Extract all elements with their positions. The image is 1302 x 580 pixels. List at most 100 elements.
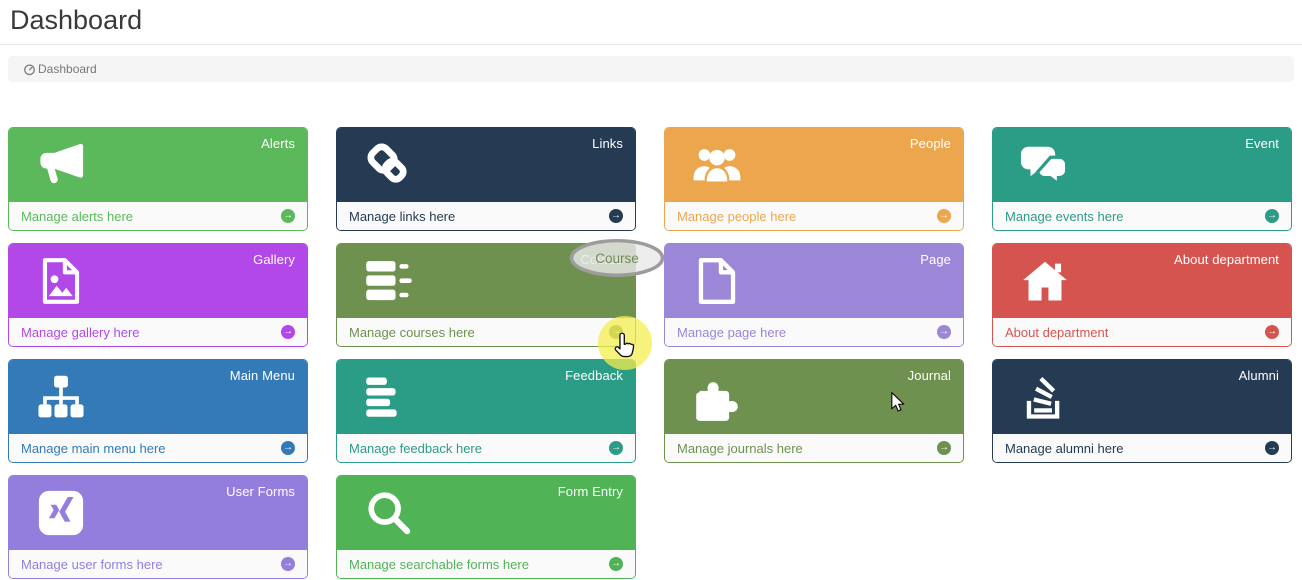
tile-header: Alerts <box>9 128 307 202</box>
tile-header: About department <box>993 244 1291 318</box>
arrow-circle-right-icon[interactable]: → <box>281 209 295 223</box>
chain-icon <box>363 139 415 191</box>
breadcrumb: Dashboard <box>8 56 1294 82</box>
arrow-circle-right-icon[interactable]: → <box>609 557 623 571</box>
tile-footer-link[interactable]: Manage people here <box>677 208 797 224</box>
stack-overflow-icon <box>1019 371 1071 423</box>
arrow-circle-right-icon[interactable]: → <box>609 441 623 455</box>
tile-footer: Manage courses here → <box>337 318 635 346</box>
comments-icon <box>1019 139 1071 191</box>
tile-footer-link[interactable]: Manage main menu here <box>21 440 166 456</box>
tile-label: Alumni <box>1238 368 1279 383</box>
tile-header: Course <box>337 244 635 318</box>
arrow-circle-right-icon[interactable]: → <box>1265 325 1279 339</box>
xing-icon <box>35 487 87 539</box>
tile-label: Event <box>1245 136 1279 151</box>
tile-feedback[interactable]: Feedback Manage feedback here → <box>336 359 636 463</box>
tile-footer-link[interactable]: Manage alumni here <box>1005 440 1124 456</box>
tile-journal[interactable]: Journal Manage journals here → <box>664 359 964 463</box>
users-icon <box>691 139 743 191</box>
tile-label: Gallery <box>253 252 295 267</box>
tile-label: Feedback <box>565 368 623 383</box>
tile-label: People <box>909 136 951 151</box>
arrow-circle-right-icon[interactable]: → <box>609 325 623 339</box>
tile-gallery[interactable]: Gallery Manage gallery here → <box>8 243 308 347</box>
arrow-circle-right-icon[interactable]: → <box>1265 441 1279 455</box>
tile-footer: Manage user forms here → <box>9 550 307 578</box>
tile-footer: About department → <box>993 318 1291 346</box>
tile-footer: Manage alerts here → <box>9 202 307 230</box>
dashboard-icon <box>23 63 36 76</box>
tile-grid: Alerts Manage alerts here → Links Manage… <box>8 127 1302 579</box>
tile-footer-link[interactable]: Manage links here <box>349 208 456 224</box>
arrow-circle-right-icon[interactable]: → <box>281 557 295 571</box>
tile-alerts[interactable]: Alerts Manage alerts here → <box>8 127 308 231</box>
tile-footer-link[interactable]: Manage page here <box>677 324 787 340</box>
tile-footer-link[interactable]: Manage feedback here <box>349 440 482 456</box>
breadcrumb-label: Dashboard <box>38 62 97 76</box>
tile-footer: Manage journals here → <box>665 434 963 462</box>
tile-people[interactable]: People Manage people here → <box>664 127 964 231</box>
tile-footer: Manage events here → <box>993 202 1291 230</box>
tile-alumni[interactable]: Alumni Manage alumni here → <box>992 359 1292 463</box>
arrow-circle-right-icon[interactable]: → <box>1265 209 1279 223</box>
tile-header: Journal <box>665 360 963 434</box>
arrow-circle-right-icon[interactable]: → <box>937 441 951 455</box>
sitemap-icon <box>35 371 87 423</box>
arrow-circle-right-icon[interactable]: → <box>281 441 295 455</box>
tile-footer-link[interactable]: About department <box>1005 324 1109 340</box>
tile-course[interactable]: Course Manage courses here → <box>336 243 636 347</box>
file-icon <box>691 255 743 307</box>
tile-header: Feedback <box>337 360 635 434</box>
puzzle-icon <box>691 371 743 423</box>
search-icon <box>363 487 415 539</box>
tile-header: Alumni <box>993 360 1291 434</box>
tile-footer: Manage main menu here → <box>9 434 307 462</box>
tile-label: Form Entry <box>557 484 623 499</box>
tile-links[interactable]: Links Manage links here → <box>336 127 636 231</box>
image-icon <box>35 255 87 307</box>
arrow-circle-right-icon[interactable]: → <box>937 209 951 223</box>
tile-label: Page <box>920 252 951 267</box>
tile-footer: Manage searchable forms here → <box>337 550 635 578</box>
bullhorn-icon <box>35 139 87 191</box>
tile-label: Course <box>580 252 623 267</box>
tile-event[interactable]: Event Manage events here → <box>992 127 1292 231</box>
tile-footer-link[interactable]: Manage journals here <box>677 440 803 456</box>
page-title: Dashboard <box>0 0 1302 45</box>
arrow-circle-right-icon[interactable]: → <box>281 325 295 339</box>
tile-footer-link[interactable]: Manage courses here <box>349 324 475 340</box>
align-left-icon <box>363 371 415 423</box>
arrow-circle-right-icon[interactable]: → <box>937 325 951 339</box>
tile-footer: Manage alumni here → <box>993 434 1291 462</box>
tile-footer: Manage gallery here → <box>9 318 307 346</box>
tile-footer-link[interactable]: Manage searchable forms here <box>349 556 529 572</box>
home-icon <box>1019 255 1071 307</box>
tile-header: People <box>665 128 963 202</box>
tile-label: About department <box>1174 252 1279 267</box>
tile-header: Event <box>993 128 1291 202</box>
tile-footer-link[interactable]: Manage gallery here <box>21 324 140 340</box>
tile-footer: Manage feedback here → <box>337 434 635 462</box>
tile-page[interactable]: Page Manage page here → <box>664 243 964 347</box>
tile-header: Form Entry <box>337 476 635 550</box>
tile-header: User Forms <box>9 476 307 550</box>
tile-label: Main Menu <box>229 368 295 383</box>
tile-label: Journal <box>907 368 951 383</box>
tile-footer: Manage links here → <box>337 202 635 230</box>
tile-footer-link[interactable]: Manage alerts here <box>21 208 134 224</box>
tile-main-menu[interactable]: Main Menu Manage main menu here → <box>8 359 308 463</box>
tile-about-department[interactable]: About department About department → <box>992 243 1292 347</box>
tile-footer-link[interactable]: Manage events here <box>1005 208 1124 224</box>
tile-footer-link[interactable]: Manage user forms here <box>21 556 163 572</box>
server-icon <box>363 255 415 307</box>
tile-form-entry[interactable]: Form Entry Manage searchable forms here … <box>336 475 636 579</box>
tile-footer: Manage page here → <box>665 318 963 346</box>
tile-header: Main Menu <box>9 360 307 434</box>
tile-label: Links <box>592 136 623 151</box>
tile-header: Links <box>337 128 635 202</box>
tile-user-forms[interactable]: User Forms Manage user forms here → <box>8 475 308 579</box>
arrow-circle-right-icon[interactable]: → <box>609 209 623 223</box>
breadcrumb-item-dashboard[interactable]: Dashboard <box>23 62 97 76</box>
